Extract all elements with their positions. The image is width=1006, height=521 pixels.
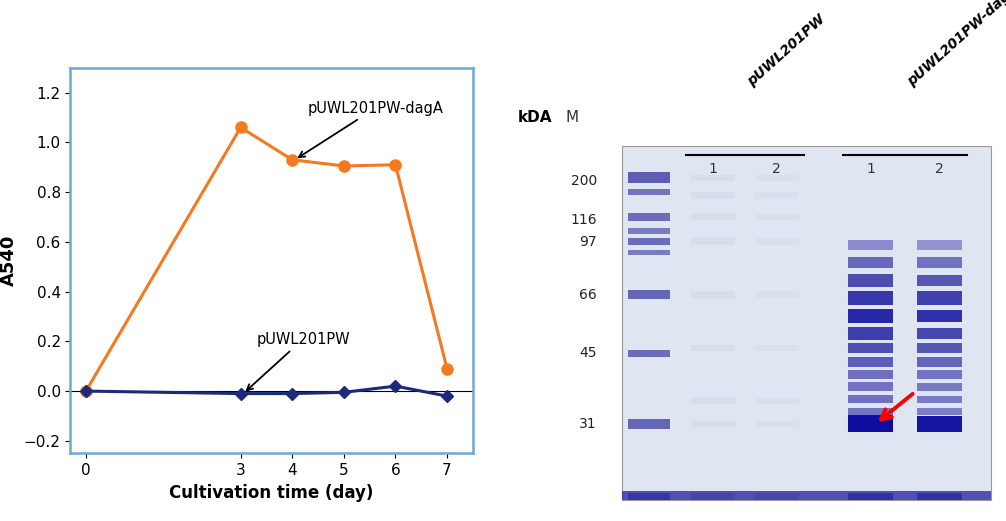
Bar (848, 395, 892, 403)
Bar (690, 291, 734, 298)
Bar (848, 342, 892, 353)
Text: 2: 2 (773, 162, 781, 176)
Bar (848, 382, 892, 391)
Bar (848, 408, 892, 415)
Bar (628, 290, 670, 299)
Bar (754, 214, 799, 220)
Bar (848, 309, 892, 322)
Bar (848, 328, 892, 340)
Bar (628, 350, 670, 357)
Bar (917, 416, 962, 432)
Bar (690, 175, 734, 181)
Bar (917, 343, 962, 353)
Bar (622, 146, 991, 500)
Bar (628, 493, 670, 500)
Bar (917, 357, 962, 367)
Bar (754, 493, 799, 500)
Text: 1: 1 (866, 162, 875, 176)
Text: kDA: kDA (518, 110, 552, 125)
Bar (754, 344, 799, 351)
Bar (628, 189, 670, 195)
Bar (917, 291, 962, 305)
Bar (848, 370, 892, 379)
Bar (848, 415, 892, 432)
Bar (917, 240, 962, 250)
Bar (690, 214, 734, 220)
Text: pUWL201PW-dagA: pUWL201PW-dagA (299, 101, 444, 157)
X-axis label: Cultivation time (day): Cultivation time (day) (169, 483, 374, 502)
Text: 66: 66 (579, 288, 597, 302)
Y-axis label: A540: A540 (0, 235, 18, 286)
Text: 200: 200 (570, 175, 597, 188)
Bar (917, 382, 962, 391)
Bar (622, 491, 991, 500)
Bar (848, 274, 892, 287)
Bar (754, 192, 799, 199)
Text: pUWL201PW-dagA: pUWL201PW-dagA (905, 0, 1006, 89)
Bar (690, 344, 734, 351)
Bar (848, 357, 892, 367)
Bar (848, 291, 892, 305)
Bar (917, 395, 962, 403)
Bar (848, 240, 892, 251)
Bar (628, 172, 670, 183)
Bar (917, 275, 962, 287)
Bar (690, 493, 734, 500)
Bar (754, 421, 799, 427)
Bar (690, 238, 734, 245)
Text: pUWL201PW: pUWL201PW (744, 11, 828, 89)
Bar (628, 419, 670, 429)
Bar (848, 493, 892, 500)
Text: 97: 97 (579, 234, 597, 249)
Bar (628, 238, 670, 245)
Bar (690, 421, 734, 427)
Text: 31: 31 (579, 417, 597, 431)
Bar (690, 398, 734, 404)
Bar (754, 398, 799, 404)
Bar (628, 213, 670, 220)
Bar (917, 493, 962, 500)
Bar (917, 328, 962, 340)
Bar (754, 175, 799, 181)
Bar (917, 257, 962, 268)
Text: pUWL201PW: pUWL201PW (246, 332, 350, 390)
Bar (628, 228, 670, 233)
Text: 45: 45 (579, 346, 597, 360)
Bar (917, 408, 962, 415)
Bar (917, 309, 962, 322)
Text: 116: 116 (570, 213, 597, 227)
Bar (690, 192, 734, 199)
Text: M: M (565, 110, 578, 125)
Bar (848, 257, 892, 268)
Text: 2: 2 (936, 162, 944, 176)
Bar (628, 250, 670, 255)
Bar (917, 370, 962, 379)
Text: 1: 1 (708, 162, 717, 176)
Bar (754, 238, 799, 245)
Bar (754, 291, 799, 298)
